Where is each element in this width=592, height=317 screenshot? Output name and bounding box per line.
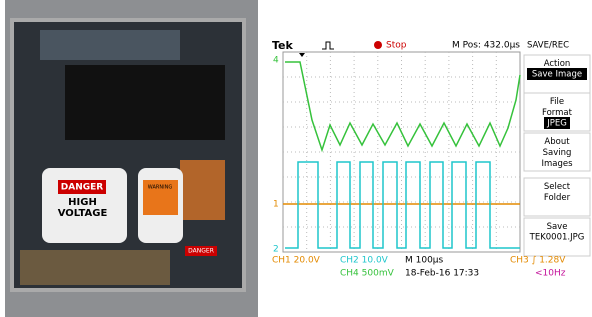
photo: DANGER HIGH VOLTAGE WARNING DANGER bbox=[5, 0, 258, 317]
board bbox=[40, 30, 180, 60]
menu-label: Action bbox=[544, 59, 571, 69]
danger-small-text: DANGER bbox=[188, 248, 214, 255]
stop-icon bbox=[374, 41, 382, 49]
ch2-scale: CH2 10.0V bbox=[340, 256, 389, 266]
ch2-marker: 2 bbox=[273, 245, 279, 255]
position: M Pos: 432.0µs bbox=[452, 41, 520, 51]
ch4-scale: CH4 500mV bbox=[340, 269, 395, 279]
trigger: CH3 ∫ 1.28V bbox=[510, 256, 566, 266]
scope: Tek Stop M Pos: 432.0µs SAVE/REC 4 1 2 A… bbox=[270, 38, 592, 280]
datetime: 18-Feb-16 17:33 bbox=[405, 269, 479, 279]
frequency: <10Hz bbox=[535, 269, 566, 279]
warning-text: WARNING bbox=[148, 185, 173, 191]
menu-label: Save bbox=[547, 222, 568, 232]
ch1-scale: CH1 20.0V bbox=[272, 256, 321, 266]
menu-value: Save Image bbox=[532, 70, 582, 80]
capacitors bbox=[180, 160, 225, 220]
page: DANGER HIGH VOLTAGE WARNING DANGER Tek S… bbox=[0, 0, 592, 317]
status: Stop bbox=[386, 41, 407, 51]
menu-value: TEK0001.JPG bbox=[529, 233, 585, 243]
menu-value: JPEG bbox=[546, 119, 567, 129]
hv-box: HIGH VOLTAGE bbox=[50, 197, 115, 227]
hv-text: HIGH VOLTAGE bbox=[50, 197, 115, 219]
timebase: M 100µs bbox=[405, 256, 444, 266]
composite: DANGER HIGH VOLTAGE WARNING DANGER Tek S… bbox=[0, 0, 592, 317]
menu-title: SAVE/REC bbox=[527, 41, 569, 51]
terminal bbox=[20, 250, 170, 285]
ch4-marker: 4 bbox=[273, 56, 279, 66]
ch1-marker: 1 bbox=[273, 200, 279, 210]
brand: Tek bbox=[272, 39, 294, 52]
danger-text: DANGER bbox=[61, 183, 104, 193]
heatsink bbox=[65, 65, 225, 140]
